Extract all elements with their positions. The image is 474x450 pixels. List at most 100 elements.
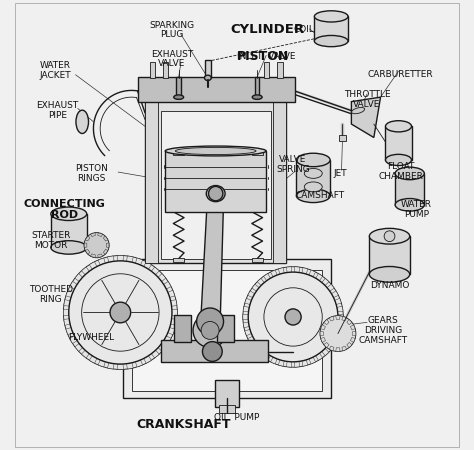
Text: STARTER
MOTOR: STARTER MOTOR xyxy=(31,231,71,250)
Ellipse shape xyxy=(314,11,348,22)
Polygon shape xyxy=(106,243,109,248)
Polygon shape xyxy=(164,336,171,343)
Polygon shape xyxy=(75,343,82,351)
Text: INLET  VALVE: INLET VALVE xyxy=(237,52,295,61)
Polygon shape xyxy=(127,256,133,262)
Ellipse shape xyxy=(165,146,266,156)
Circle shape xyxy=(64,256,177,369)
Circle shape xyxy=(84,233,109,258)
Polygon shape xyxy=(85,249,90,254)
Polygon shape xyxy=(91,233,95,237)
Circle shape xyxy=(69,261,172,364)
Circle shape xyxy=(209,186,223,201)
Polygon shape xyxy=(144,356,151,363)
Polygon shape xyxy=(309,270,316,277)
Text: COIL: COIL xyxy=(294,25,315,34)
Polygon shape xyxy=(70,281,77,289)
Text: GEARS
DRIVING
CAMSHAFT: GEARS DRIVING CAMSHAFT xyxy=(358,316,407,345)
Polygon shape xyxy=(350,325,355,330)
Polygon shape xyxy=(243,322,249,328)
Bar xyxy=(51,214,87,248)
Ellipse shape xyxy=(296,153,330,166)
Ellipse shape xyxy=(296,189,330,202)
Polygon shape xyxy=(321,338,326,342)
Bar xyxy=(314,16,348,41)
Polygon shape xyxy=(136,258,143,265)
Polygon shape xyxy=(252,343,259,350)
Ellipse shape xyxy=(206,185,225,202)
Polygon shape xyxy=(335,329,341,336)
Bar xyxy=(255,77,259,97)
Polygon shape xyxy=(294,361,300,367)
Bar xyxy=(145,102,158,263)
Text: EXHAUST
PIPE: EXHAUST PIPE xyxy=(36,101,79,120)
Text: CONNECTING
ROD: CONNECTING ROD xyxy=(23,199,105,220)
Polygon shape xyxy=(350,338,355,342)
Ellipse shape xyxy=(51,207,87,220)
Polygon shape xyxy=(144,262,151,269)
Polygon shape xyxy=(271,357,277,364)
Polygon shape xyxy=(66,290,73,297)
Ellipse shape xyxy=(314,36,348,47)
Circle shape xyxy=(243,267,343,367)
Bar xyxy=(173,152,184,155)
Text: CARBURETTER: CARBURETTER xyxy=(368,70,434,79)
Text: OIL  PUMP: OIL PUMP xyxy=(214,414,260,423)
Text: TOOTHED
RING: TOOTHED RING xyxy=(29,285,73,304)
Polygon shape xyxy=(257,279,264,285)
Polygon shape xyxy=(171,319,177,325)
Polygon shape xyxy=(91,254,95,258)
Text: WATER
PUMP: WATER PUMP xyxy=(401,200,432,219)
Circle shape xyxy=(248,272,338,362)
Bar xyxy=(145,99,286,263)
Ellipse shape xyxy=(304,182,322,192)
Text: EXHAUST
VALVE: EXHAUST VALVE xyxy=(151,50,193,68)
Ellipse shape xyxy=(352,108,365,114)
Polygon shape xyxy=(70,336,77,343)
Bar xyxy=(176,77,181,97)
Polygon shape xyxy=(245,329,251,336)
Polygon shape xyxy=(89,356,97,363)
Polygon shape xyxy=(136,360,143,367)
Circle shape xyxy=(201,321,219,339)
Polygon shape xyxy=(271,270,277,277)
Polygon shape xyxy=(351,97,381,138)
Polygon shape xyxy=(257,348,264,356)
Bar xyxy=(217,315,234,342)
Polygon shape xyxy=(98,258,105,265)
Bar xyxy=(165,151,266,212)
Circle shape xyxy=(384,231,395,242)
Polygon shape xyxy=(103,236,108,241)
Polygon shape xyxy=(64,310,69,315)
Bar xyxy=(174,315,191,342)
Bar xyxy=(252,152,263,155)
Polygon shape xyxy=(329,346,334,351)
Polygon shape xyxy=(329,316,334,321)
Text: THROTTLE
VALVE: THROTTLE VALVE xyxy=(344,90,391,109)
Ellipse shape xyxy=(304,168,322,178)
Ellipse shape xyxy=(175,148,256,154)
Polygon shape xyxy=(337,306,343,312)
Polygon shape xyxy=(264,353,271,360)
Bar xyxy=(123,259,331,398)
Polygon shape xyxy=(302,268,308,274)
Polygon shape xyxy=(243,315,248,319)
Text: FLOAT
CHAMBER: FLOAT CHAMBER xyxy=(378,162,423,180)
Polygon shape xyxy=(66,328,73,335)
Polygon shape xyxy=(327,343,334,350)
Bar xyxy=(205,60,210,78)
Bar xyxy=(219,405,235,413)
Polygon shape xyxy=(324,320,329,325)
Bar xyxy=(163,62,168,78)
Ellipse shape xyxy=(174,95,183,99)
Polygon shape xyxy=(320,332,324,336)
Polygon shape xyxy=(118,364,123,369)
Text: DYNAMO: DYNAMO xyxy=(370,281,409,290)
Bar xyxy=(215,380,239,407)
Bar xyxy=(273,102,286,263)
Polygon shape xyxy=(322,279,329,285)
Bar xyxy=(252,258,263,262)
Polygon shape xyxy=(85,236,90,241)
Polygon shape xyxy=(108,256,114,262)
Circle shape xyxy=(110,302,131,323)
